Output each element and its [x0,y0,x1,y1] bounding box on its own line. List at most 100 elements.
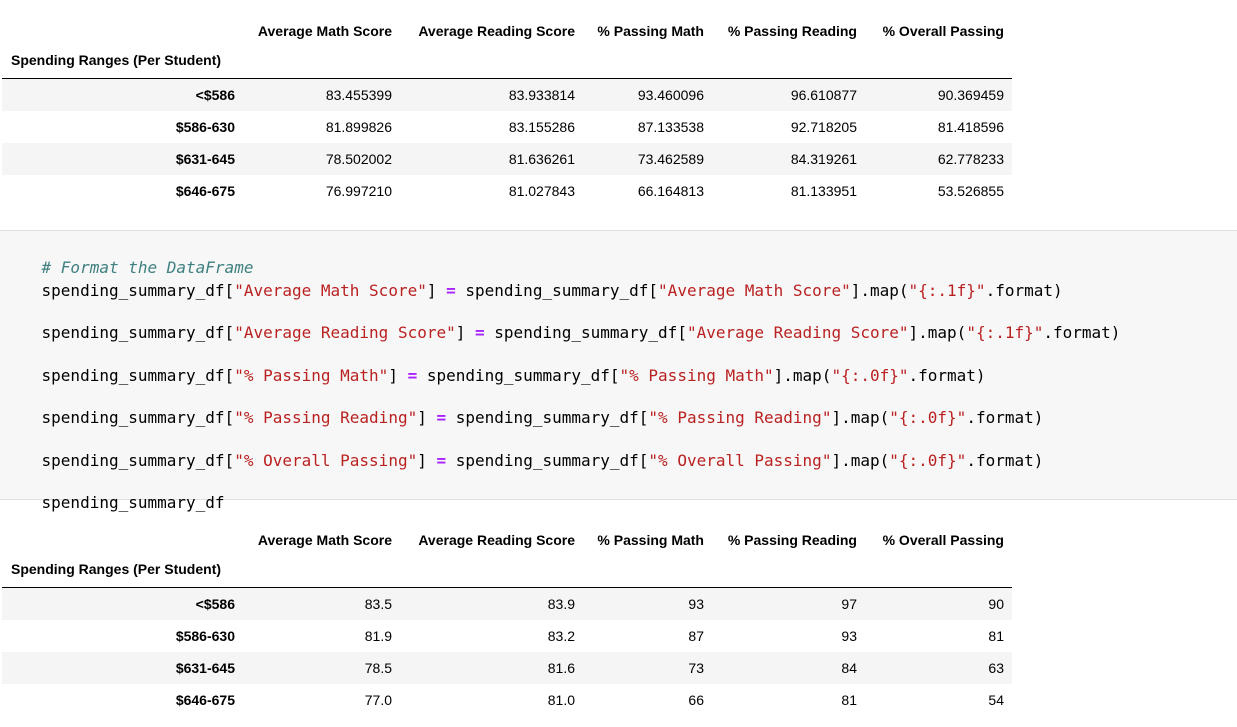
row-index: $646-675 [175,183,235,199]
code-operator: = [446,281,456,300]
code-string: "% Passing Math" [234,366,389,385]
table-cell: 81.6 [547,660,575,676]
column-header: Average Reading Score [418,23,575,39]
blank-header-cell [583,50,712,79]
code-token: .format) [966,451,1044,470]
table-row: $586-630 81.9 83.2 87 93 81 [2,620,1012,652]
code-operator: = [407,366,418,385]
table-cell: 83.455399 [325,87,392,103]
table-cell: 81.133951 [790,183,857,199]
code-line: spending_summary_df["Average Math Score"… [3,261,1063,321]
code-token: ].map( [773,366,832,385]
column-header-row: Average Math Score Average Reading Score… [2,521,1012,559]
code-token: ] [388,366,408,385]
row-index: $631-645 [175,660,235,676]
row-index: $586-630 [175,119,235,135]
code-string: "{:.1f}" [966,323,1044,342]
code-string: "% Passing Math" [619,366,774,385]
table-cell: 87.133538 [637,119,704,135]
code-token: .format) [908,366,986,385]
code-string: "% Passing Reading" [648,408,832,427]
table-cell: 83.933814 [508,87,575,103]
index-header-row: Spending Ranges (Per Student) [2,50,1012,79]
code-string: "{:.1f}" [908,281,986,300]
table-row: $586-630 81.899826 83.155286 87.133538 9… [2,111,1012,143]
table-row: <$586 83.5 83.9 93 97 90 [2,587,1012,620]
code-string: "% Passing Reading" [234,408,418,427]
code-input-cell[interactable]: # Format the DataFrame spending_summary_… [0,230,1237,512]
table-cell: 83.155286 [508,119,575,135]
code-token: spending_summary_df[ [484,323,687,342]
table-cell: 83.2 [547,628,575,644]
table-cell: 77.0 [364,692,392,708]
table-cell: 66 [688,692,704,708]
row-index: $586-630 [175,628,235,644]
table-cell: 90.369459 [937,87,1004,103]
code-token: spending_summary_df[ [41,323,235,342]
blank-header-cell [2,12,243,50]
code-string: "Average Math Score" [234,281,427,300]
row-index: <$586 [195,87,235,103]
code-token: ].map( [831,451,890,470]
column-header: % Passing Math [597,23,704,39]
column-header: % Passing Reading [727,532,857,548]
table-row: <$586 83.455399 83.933814 93.460096 96.6… [2,78,1012,111]
table-cell: 96.610877 [790,87,857,103]
output-dataframe-raw: Average Math Score Average Reading Score… [2,12,1012,207]
table-cell: 93.460096 [637,87,704,103]
code-line: spending_summary_df["% Passing Math"] = … [3,346,986,406]
column-header-row: Average Math Score Average Reading Score… [2,12,1012,50]
table-cell: 81.636261 [508,151,575,167]
code-string: "{:.0f}" [831,366,909,385]
blank-header-cell [400,50,583,79]
index-name: Spending Ranges (Per Student) [2,559,243,588]
code-operator: = [436,451,447,470]
table-cell: 62.778233 [937,151,1004,167]
code-string: "{:.0f}" [889,451,967,470]
code-line: spending_summary_df["% Passing Reading"]… [3,388,1044,448]
code-token: spending_summary_df[ [455,281,659,300]
code-string: "Average Math Score" [658,281,851,300]
table-cell: 93 [688,596,704,612]
code-string: "{:.0f}" [889,408,967,427]
code-string: "Average Reading Score" [234,323,456,342]
table-row: $646-675 77.0 81.0 66 81 54 [2,684,1012,716]
blank-header-cell [243,559,400,588]
table-cell: 83.5 [364,596,392,612]
table-cell: 81.0 [547,692,575,708]
code-string: "% Overall Passing" [648,451,832,470]
code-token: ].map( [908,323,967,342]
table-cell: 81.9 [364,628,392,644]
table-cell: 97 [841,596,857,612]
table-cell: 76.997210 [325,183,392,199]
index-name: Spending Ranges (Per Student) [2,50,243,79]
code-line: spending_summary_df["Average Reading Sco… [3,303,1121,363]
code-token: .format) [985,281,1063,300]
blank-header-cell [865,559,1012,588]
code-token: ] [426,281,447,300]
table-row: $631-645 78.502002 81.636261 73.462589 8… [2,143,1012,175]
table-cell: 81.899826 [325,119,392,135]
code-token: ].map( [850,281,909,300]
table-cell: 53.526855 [937,183,1004,199]
table-cell: 87 [688,628,704,644]
blank-header-cell [400,559,583,588]
row-index: <$586 [195,596,235,612]
table-row: $631-645 78.5 81.6 73 84 63 [2,652,1012,684]
row-index: $646-675 [175,692,235,708]
code-token: spending_summary_df[ [41,451,235,470]
index-header-row: Spending Ranges (Per Student) [2,559,1012,588]
table-cell: 78.5 [364,660,392,676]
code-string: "% Overall Passing" [234,451,418,470]
table-cell: 63 [988,660,1004,676]
table-cell: 81 [988,628,1004,644]
table-cell: 54 [988,692,1004,708]
code-token: spending_summary_df[ [417,366,620,385]
table-cell: 90 [988,596,1004,612]
code-comment: # Format the DataFrame [41,258,254,277]
code-operator: = [436,408,447,427]
table-cell: 93 [841,628,857,644]
column-header: % Passing Reading [727,23,857,39]
column-header: Average Math Score [257,532,392,548]
table-row: $646-675 76.997210 81.027843 66.164813 8… [2,175,1012,207]
